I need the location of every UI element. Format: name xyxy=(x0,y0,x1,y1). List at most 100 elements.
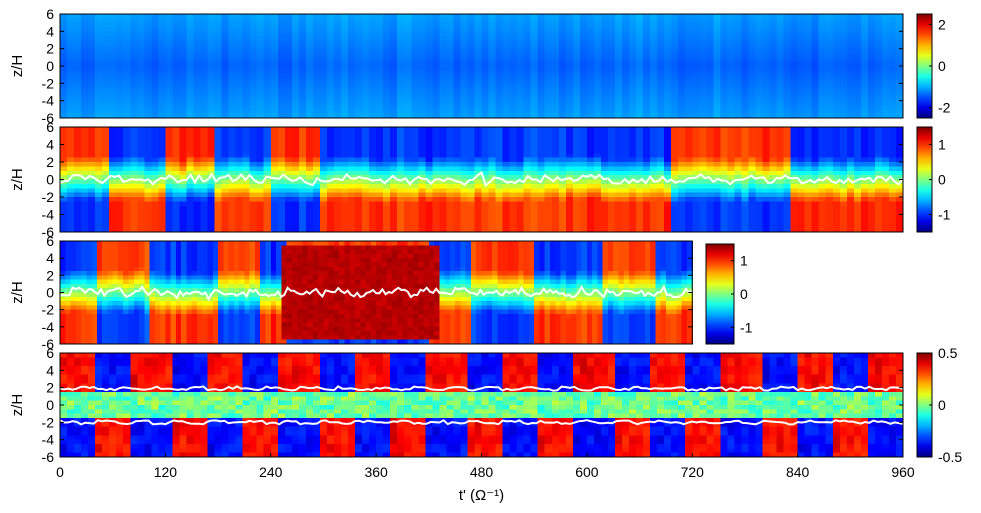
heatmap-cell xyxy=(319,210,328,216)
heatmap-cell xyxy=(699,53,707,58)
heatmap-cell xyxy=(284,153,293,159)
heatmap-cell xyxy=(685,14,693,19)
heatmap-cell xyxy=(650,148,658,154)
heatmap-cell xyxy=(530,79,539,84)
heatmap-cell xyxy=(713,105,721,110)
heatmap-cell xyxy=(453,218,462,224)
heatmap-cell xyxy=(607,109,616,115)
heatmap-cell xyxy=(333,92,342,97)
heatmap-cell xyxy=(853,14,862,19)
heatmap-cell xyxy=(790,109,799,115)
heatmap-cell xyxy=(811,105,820,110)
heatmap-cell xyxy=(333,210,342,216)
heatmap-cell xyxy=(326,157,335,163)
heatmap-cell xyxy=(256,105,265,110)
heatmap-cell xyxy=(516,79,525,84)
heatmap-cell xyxy=(432,214,440,220)
heatmap-cell xyxy=(355,14,363,19)
heatmap-cell xyxy=(664,44,672,50)
heatmap-cell xyxy=(593,53,602,58)
heatmap-cell xyxy=(123,100,131,106)
heatmap-cell xyxy=(291,57,300,63)
heatmap-cell xyxy=(614,27,623,32)
heatmap-cell xyxy=(397,162,405,167)
heatmap-cell xyxy=(326,22,335,28)
heatmap-cell xyxy=(277,96,286,102)
heatmap-cell xyxy=(692,14,700,19)
heatmap-cell xyxy=(102,87,110,93)
heatmap-cell xyxy=(376,148,384,154)
heatmap-cell xyxy=(488,100,497,106)
heatmap-cell xyxy=(362,227,370,233)
heatmap-cell xyxy=(860,27,869,32)
heatmap-cell xyxy=(853,109,862,115)
heatmap-cell xyxy=(474,79,483,84)
heatmap-cell xyxy=(650,40,658,45)
heatmap-cell xyxy=(235,210,244,216)
heatmap-cell xyxy=(123,166,131,172)
heatmap-cell xyxy=(558,153,567,159)
heatmap-cell xyxy=(460,144,469,150)
heatmap-cell xyxy=(200,109,209,115)
heatmap-cell xyxy=(797,100,806,106)
heatmap-cell xyxy=(685,66,693,71)
heatmap-cell xyxy=(825,105,834,110)
heatmap-cell xyxy=(488,131,497,137)
heatmap-cell xyxy=(249,35,258,41)
heatmap-cell xyxy=(249,135,258,141)
heatmap-cell xyxy=(509,22,518,28)
heatmap-cell xyxy=(207,66,216,71)
heatmap-cell xyxy=(144,31,152,37)
heatmap-cell xyxy=(242,96,251,102)
heatmap-cell xyxy=(95,166,103,172)
heatmap-cell xyxy=(544,79,553,84)
heatmap-cell xyxy=(270,179,279,185)
heatmap-cell xyxy=(629,48,637,54)
heatmap-cell xyxy=(425,170,433,176)
heatmap-cell xyxy=(846,83,855,89)
heatmap-cell xyxy=(228,22,237,28)
heatmap-cell xyxy=(481,53,490,58)
heatmap-cell xyxy=(818,113,827,119)
heatmap-cell xyxy=(165,218,174,224)
heatmap-cell xyxy=(376,22,384,28)
heatmap-cell xyxy=(530,192,539,198)
heatmap-cell xyxy=(74,179,82,185)
heatmap-cell xyxy=(804,40,813,45)
heatmap-cell xyxy=(404,218,412,224)
heatmap-cell xyxy=(109,92,117,97)
heatmap-cell xyxy=(692,22,700,28)
heatmap-cell xyxy=(551,79,560,84)
heatmap-cell xyxy=(853,44,862,50)
heatmap-cell xyxy=(333,131,342,137)
heatmap-cell xyxy=(88,113,96,119)
heatmap-cell xyxy=(200,79,209,84)
heatmap-cell xyxy=(74,157,82,163)
heatmap-cell xyxy=(600,157,609,163)
heatmap-cell xyxy=(593,109,602,115)
heatmap-cell xyxy=(186,205,195,211)
heatmap-cell xyxy=(502,227,511,233)
heatmap-cell xyxy=(263,113,272,119)
heatmap-cell xyxy=(881,113,890,119)
heatmap-cell xyxy=(305,214,314,220)
heatmap-cell xyxy=(692,44,700,50)
heatmap-cell xyxy=(537,192,546,198)
heatmap-cell xyxy=(607,53,616,58)
heatmap-cell xyxy=(565,35,574,41)
heatmap-cell xyxy=(439,197,447,202)
heatmap-cell xyxy=(263,127,272,132)
heatmap-cell xyxy=(657,157,665,163)
heatmap-cell xyxy=(137,131,145,137)
heatmap-cell xyxy=(404,79,412,84)
heatmap-cell xyxy=(558,61,567,67)
heatmap-cell xyxy=(502,109,511,115)
heatmap-cell xyxy=(137,210,145,216)
heatmap-cell xyxy=(622,183,630,189)
heatmap-cell xyxy=(144,201,152,207)
heatmap-cell xyxy=(446,179,455,185)
heatmap-cell xyxy=(579,214,588,220)
heatmap-cell xyxy=(116,162,124,167)
heatmap-cell xyxy=(130,44,138,50)
heatmap-cell xyxy=(235,223,244,229)
